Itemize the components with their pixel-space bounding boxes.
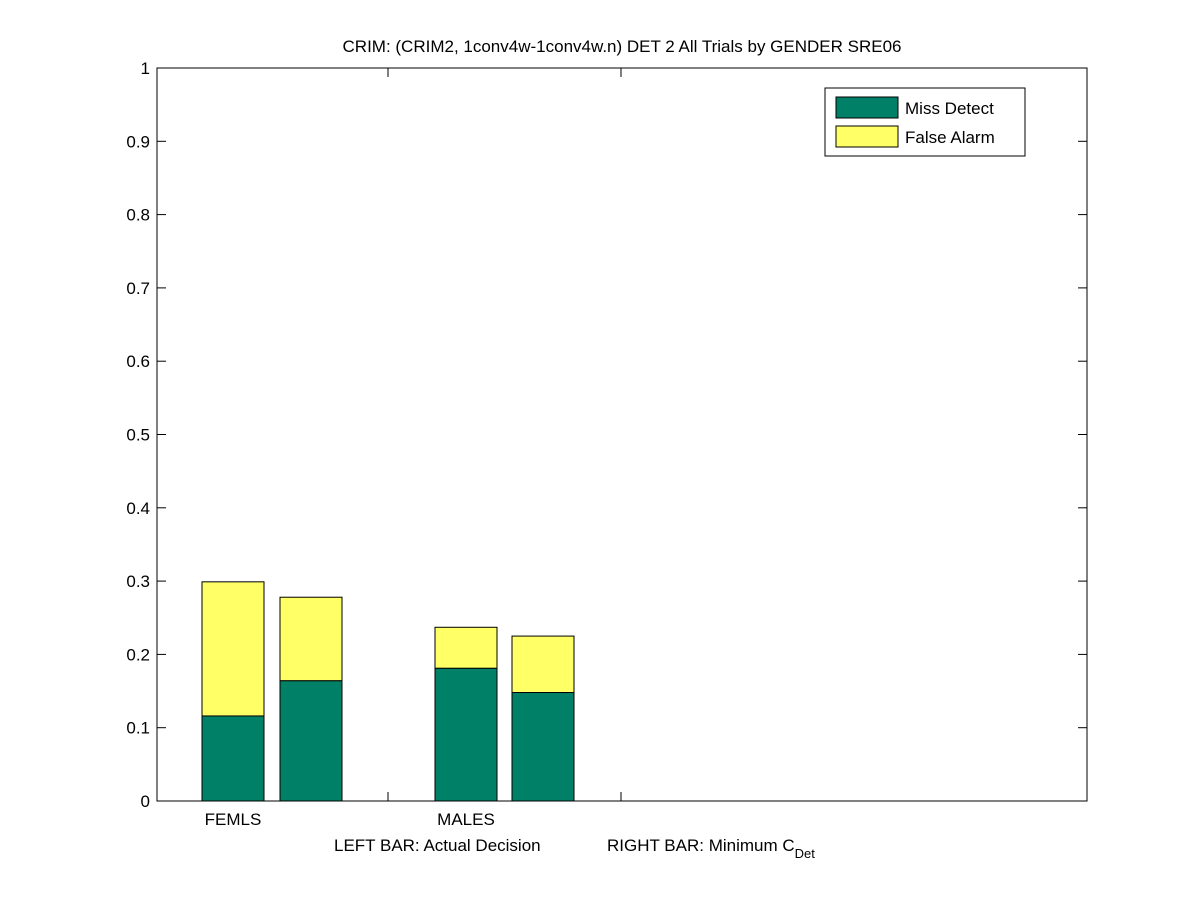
bar-miss-detect [279, 680, 343, 802]
bar-miss-detect [511, 692, 575, 802]
y-tick-label: 0.5 [126, 426, 150, 445]
bar-miss-detect [201, 715, 265, 802]
x-label-right-bar: RIGHT BAR: Minimum CDet [607, 836, 815, 861]
y-tick-label: 0.1 [126, 719, 150, 738]
bar-false-alarm [201, 581, 265, 717]
y-axis: 0 0.1 0.2 0.3 0.4 0.5 0.6 0.7 0.8 0.9 1 [126, 59, 1087, 811]
x-label-right-subscript: Det [795, 846, 816, 861]
bars [201, 581, 575, 802]
y-tick-label: 0.6 [126, 352, 150, 371]
legend-swatch-false-alarm [835, 125, 899, 148]
category-label-males: MALES [437, 810, 495, 829]
category-label-femls: FEMLS [205, 810, 262, 829]
y-tick-label: 0.3 [126, 572, 150, 591]
chart-title: CRIM: (CRIM2, 1conv4w-1conv4w.n) DET 2 A… [343, 37, 902, 56]
y-tick-label: 0.4 [126, 499, 150, 518]
y-tick-label: 0.9 [126, 132, 150, 151]
legend: Miss Detect False Alarm [824, 87, 1026, 157]
y-tick-label: 0.7 [126, 279, 150, 298]
x-axis-ticks [387, 68, 622, 801]
bar-false-alarm [279, 596, 343, 682]
legend-label-false-alarm: False Alarm [905, 128, 995, 147]
bar-false-alarm [511, 635, 575, 694]
bar-false-alarm [434, 626, 498, 669]
y-tick-label: 1 [141, 59, 150, 78]
x-label-left-bar: LEFT BAR: Actual Decision [334, 836, 541, 855]
y-tick-label: 0 [141, 792, 150, 811]
x-category-labels: FEMLS MALES [205, 810, 495, 829]
y-tick-label: 0.2 [126, 645, 150, 664]
legend-swatch-miss-detect [835, 96, 899, 119]
x-label-right-prefix: RIGHT BAR: Minimum C [607, 836, 795, 855]
x-axis-label: LEFT BAR: Actual Decision RIGHT BAR: Min… [334, 836, 815, 861]
bar-miss-detect [434, 667, 498, 802]
y-tick-label: 0.8 [126, 206, 150, 225]
legend-label-miss-detect: Miss Detect [905, 99, 994, 118]
